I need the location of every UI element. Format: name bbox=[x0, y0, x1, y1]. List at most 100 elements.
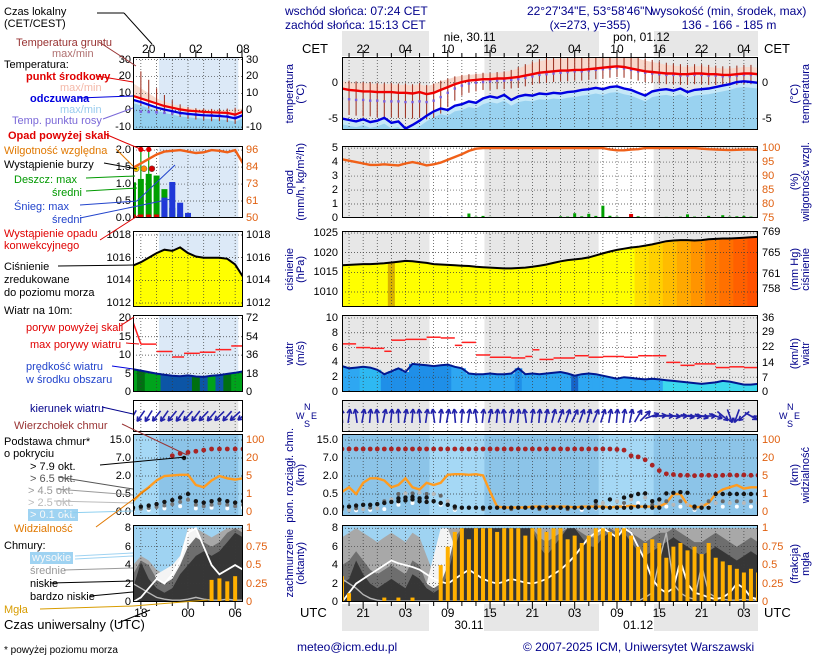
mini-wind-direction-panel bbox=[133, 400, 243, 432]
mini-vis-tick: 100 bbox=[246, 434, 265, 446]
date-label-2: pon, 01.12 bbox=[612, 30, 670, 44]
axis-label-right-5: (frakcja) mgła bbox=[789, 543, 812, 584]
utc-label-left: UTC bbox=[300, 605, 327, 620]
cloud-tick-left: 6 bbox=[331, 540, 338, 553]
axis-label-left-5: zachmurzenie (oktanty) bbox=[284, 529, 307, 598]
main-cloudbase-panel bbox=[342, 434, 758, 516]
cet-tick: 16 bbox=[483, 42, 497, 56]
cbase-tick-left: 0.0 bbox=[322, 506, 338, 518]
mini-pressure-line bbox=[133, 246, 243, 278]
mini-pres-tick-right: 1016 bbox=[246, 251, 271, 264]
legend-snieg-sredni: średni bbox=[52, 214, 82, 226]
mini-cbase-tick: 7.0 bbox=[115, 452, 131, 464]
pres-tick-left: 1015 bbox=[313, 266, 338, 279]
pres-tick-left: 1020 bbox=[313, 246, 338, 259]
mini-wind-tick-right: 72 bbox=[246, 312, 259, 325]
utc-tick: 03 bbox=[567, 606, 582, 620]
mini-utc-tick: 00 bbox=[181, 606, 195, 620]
hum-tick-right: 85 bbox=[762, 184, 775, 197]
cbase-tick-left: 0.5 bbox=[322, 488, 338, 500]
bottom-date-2: 01.12 bbox=[623, 618, 654, 632]
hum-tick-right: 90 bbox=[762, 170, 775, 183]
mini-wind-tick-right: 0 bbox=[246, 386, 253, 398]
wind-speed-line bbox=[342, 362, 758, 386]
mini-cloudbase-panel bbox=[133, 434, 243, 516]
opad-tick-left: 4 bbox=[331, 156, 338, 169]
legend-wilgotnosc: Wilgotność względna bbox=[4, 145, 108, 157]
mini-opad-tick: 1.5 bbox=[115, 161, 131, 174]
mini-wind-tick-right: 54 bbox=[246, 330, 259, 343]
legend-bardzo-niskie: bardzo niskie bbox=[30, 591, 95, 603]
axis-label-right-2: (mm Hg) ciśnienie bbox=[789, 247, 812, 291]
mini-temperature-line bbox=[133, 94, 243, 116]
cloud-tick-left: 2 bbox=[331, 577, 338, 590]
cet-tick: 22 bbox=[525, 42, 540, 56]
wind-tick-right: 36 bbox=[762, 311, 775, 324]
cloud-tick-left: 8 bbox=[331, 522, 338, 535]
axis-label-right-3: (km/h) wiatr bbox=[789, 337, 812, 370]
legend-predkosc-1: prędkość wiatru bbox=[26, 361, 104, 373]
mini-precip-panel bbox=[133, 146, 243, 218]
mini-vis-tick: 1 bbox=[246, 488, 253, 500]
hum-tick-right: 100 bbox=[762, 142, 781, 155]
legend-footnote: * powyżej poziomu morza bbox=[4, 645, 118, 656]
mini-temp-tick-right: 0 bbox=[246, 104, 253, 117]
legend-podstawa-1: Podstawa chmur* bbox=[4, 436, 91, 448]
mini-temp-tick-left: -10 bbox=[115, 121, 131, 134]
mini-opad-tick: 0.5 bbox=[115, 195, 131, 208]
mini-temperature-panel bbox=[133, 57, 243, 130]
main-clouds-panel bbox=[342, 525, 758, 602]
pres-tick-right: 758 bbox=[762, 283, 781, 296]
legend-wierzcholek: Wierzchołek chmur bbox=[14, 420, 108, 432]
cet-tick: 04 bbox=[398, 42, 413, 56]
legend-cisnienie-3: do poziomu morza bbox=[4, 287, 95, 299]
cloud-tick-left: 4 bbox=[331, 559, 338, 572]
sunset-text: zachód słońca: 15:13 CET bbox=[285, 18, 426, 32]
mini-pres-tick-left: 1014 bbox=[106, 274, 131, 287]
legend-temperatura: Temperatura: bbox=[4, 59, 69, 71]
pres-tick-left: 1025 bbox=[313, 226, 338, 239]
temp-tick-left: -5 bbox=[328, 112, 338, 125]
wind-tick-left: 2 bbox=[331, 371, 338, 384]
top-axis bbox=[348, 50, 745, 57]
humidity-line bbox=[342, 146, 758, 167]
contact-email-link[interactable]: meteo@icm.edu.pl bbox=[297, 640, 398, 654]
fog-tick-right: 0.75 bbox=[762, 540, 784, 553]
wind-tick-left: 6 bbox=[331, 341, 338, 354]
wind-tick-left: 10 bbox=[325, 311, 338, 324]
vis-tick-right: 20 bbox=[762, 452, 775, 464]
axis-label-right-0: (°C) temperatura bbox=[789, 63, 812, 124]
feels-like-line bbox=[342, 80, 758, 130]
wind-tick-left: 4 bbox=[331, 356, 338, 369]
legend-max-porywy: max porywy wiatru bbox=[30, 339, 122, 351]
mini-hum-tick: 50 bbox=[246, 212, 259, 224]
coordinates-text: 22°27'34"E, 53°58'46"N bbox=[526, 4, 654, 18]
mini-visibility-line bbox=[133, 473, 243, 503]
mini-fog-tick: 0.75 bbox=[246, 540, 268, 553]
main-temperature-panel bbox=[342, 57, 758, 130]
wind-tick-right: 22 bbox=[762, 340, 775, 353]
mini-temp-tick-right: 20 bbox=[246, 70, 259, 83]
utc-label-right: UTC bbox=[764, 605, 791, 620]
pres-tick-left: 1010 bbox=[313, 286, 338, 299]
axis-label-left-2: ciśnienie (hPa) bbox=[284, 247, 307, 291]
mini-cloud-tick: 2 bbox=[124, 577, 131, 590]
mini-cloud-tick: 8 bbox=[124, 522, 131, 535]
main-precip-panel bbox=[342, 146, 758, 218]
cet-tick: 16 bbox=[652, 42, 666, 56]
mini-cbase-tick: 0.0 bbox=[115, 506, 131, 518]
bottom-date-1: 30.11 bbox=[454, 618, 484, 632]
mini-temp-tick-left: 30 bbox=[118, 53, 131, 66]
legend-punkt-mm: max/min bbox=[60, 82, 102, 94]
fog-tick-right: 0 bbox=[762, 596, 769, 608]
opad-tick-left: 2 bbox=[331, 184, 338, 197]
main-wind-direction-panel bbox=[342, 400, 758, 432]
mini-wind-tick-left: 10 bbox=[118, 349, 131, 362]
mini-temp-tick-right: 30 bbox=[246, 53, 259, 66]
axis-label-left-0: temperatura (°C) bbox=[284, 63, 307, 124]
utc-tick: 15 bbox=[483, 606, 497, 620]
axis-label-right-4: (km) widzialność bbox=[789, 446, 812, 504]
mini-pres-tick-left: 1012 bbox=[106, 297, 131, 310]
mini-feels-line bbox=[133, 98, 243, 120]
mini-pres-tick-right: 1014 bbox=[246, 274, 271, 287]
